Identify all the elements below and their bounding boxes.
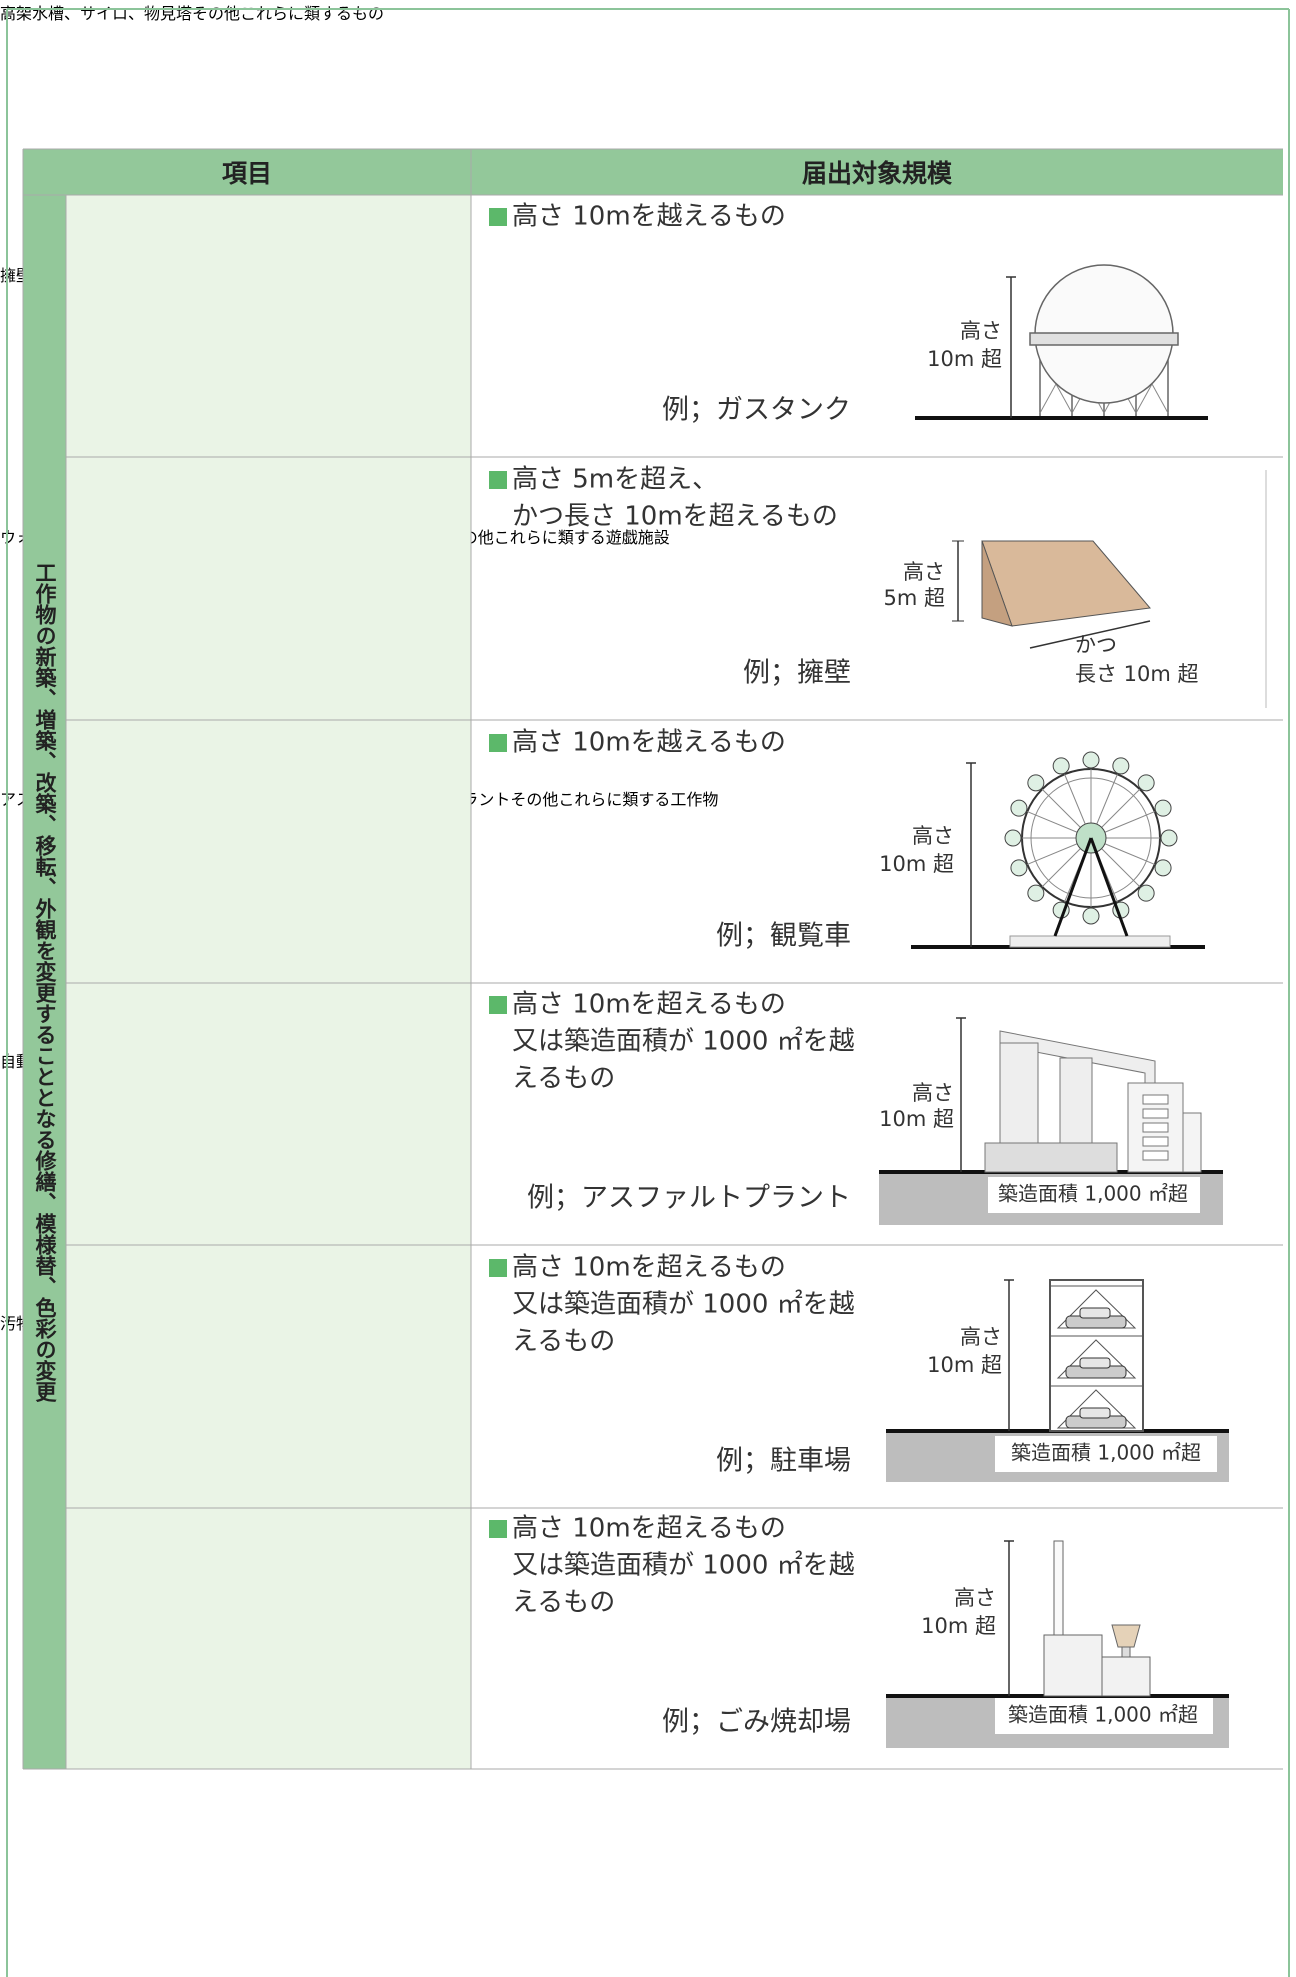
example-text: 例；アスファルトプラント (527, 1183, 851, 1214)
height-label: 10m 超 (927, 1353, 1002, 1377)
bullet-square (489, 471, 507, 489)
gondola (1160, 829, 1178, 847)
window (1142, 1108, 1169, 1119)
criteria-line: 又は築造面積が 1000 ㎡を越 (512, 1027, 855, 1057)
area-label: 築造面積 1,000 ㎡超 (1011, 1441, 1201, 1465)
criteria-line: 又は築造面積が 1000 ㎡を越 (512, 1290, 855, 1320)
height-label: 10m 超 (879, 1107, 954, 1131)
gondola (1112, 757, 1130, 775)
height-label: 10m 超 (921, 1614, 996, 1638)
car-roof (1079, 1357, 1111, 1369)
category-text: 工作物の新築、増築、改築、移転、外観を変更することとなる修繕、模様替、色彩の変更 (33, 562, 57, 1402)
gondola (1137, 884, 1155, 902)
gondola (1082, 751, 1100, 769)
gondola (1154, 799, 1172, 817)
criteria-line: 高さ 10mを超えるもの (512, 990, 786, 1020)
window (1142, 1122, 1169, 1133)
height-label: 10m 超 (927, 347, 1002, 371)
plant-base (984, 1142, 1118, 1173)
car-roof (1079, 1307, 1111, 1319)
height-label: 高さ (912, 824, 954, 848)
wall-end (981, 540, 1013, 627)
bullet-square (489, 1520, 507, 1538)
criteria-line: 高さ 10mを超えるもの (512, 1253, 786, 1283)
criteria-line: 高さ 10mを越えるもの (512, 728, 786, 758)
wheel-leg (1089, 837, 1129, 937)
car-roof (1079, 1407, 1111, 1419)
criteria-line: 又は築造面積が 1000 ㎡を越 (512, 1551, 855, 1581)
example-text: 例；擁壁 (743, 658, 851, 689)
area-label-box (995, 1698, 1213, 1734)
hopper (1111, 1624, 1141, 1648)
header-item: 項目 (221, 159, 272, 188)
area-label: 築造面積 1,000 ㎡超 (998, 1182, 1188, 1206)
criteria-line: 高さ 10mを超えるもの (512, 1514, 786, 1544)
length-label: 長さ 10m 超 (1075, 662, 1199, 686)
plant-annex (1182, 1112, 1202, 1173)
gondola (1137, 774, 1155, 792)
bullet-square (489, 734, 507, 752)
criteria-line: えるもの (512, 1588, 615, 1618)
example-text: 例；観覧車 (716, 921, 851, 952)
bullet-square (489, 996, 507, 1014)
window (1142, 1150, 1169, 1161)
plant-tower (1059, 1057, 1093, 1144)
wheel-base (1009, 935, 1171, 948)
example-text: 例；駐車場 (716, 1446, 851, 1477)
criteria-line: 高さ 10mを越えるもの (512, 202, 786, 232)
incinerator (1043, 1634, 1103, 1697)
example-text: 例；ごみ焼却場 (662, 1707, 851, 1738)
area-label-box (995, 1436, 1217, 1472)
header-scale: 届出対象規模 (801, 159, 952, 188)
window (1142, 1136, 1169, 1147)
height-label: 高さ (954, 1586, 996, 1610)
height-label: 高さ (960, 319, 1002, 343)
gondola (1027, 884, 1045, 902)
example-text: 例；ガスタンク (662, 395, 851, 426)
height-label: 10m 超 (879, 852, 954, 876)
gondola (1052, 757, 1070, 775)
category-cell: 工作物の新築、増築、改築、移転、外観を変更することとなる修繕、模様替、色彩の変更 (23, 195, 66, 1769)
gondola (1004, 829, 1022, 847)
bullet-square (489, 208, 507, 226)
bullet-square (489, 1259, 507, 1277)
length-label: かつ (1075, 633, 1117, 657)
gondola (1010, 799, 1028, 817)
length-line (1029, 620, 1151, 649)
gondola (1027, 774, 1045, 792)
wheel-leg (1053, 837, 1093, 937)
garage-frame (1049, 1279, 1144, 1432)
criteria-line: えるもの (512, 1327, 615, 1357)
height-label: 高さ (960, 1325, 1002, 1349)
area-label-box (988, 1177, 1200, 1213)
gondola (1154, 859, 1172, 877)
height-label: 5m 超 (884, 586, 946, 610)
tank-band (1029, 332, 1179, 346)
header-bg (23, 149, 1283, 195)
incinerator (1101, 1656, 1151, 1697)
hopper-stand (1121, 1646, 1131, 1658)
criteria-line: 高さ 5mを超え、 (512, 465, 718, 495)
item-bg (66, 195, 471, 1769)
area-label: 築造面積 1,000 ㎡超 (1008, 1703, 1198, 1727)
gondola (1082, 907, 1100, 925)
height-label: 高さ (903, 560, 945, 584)
criteria-line: かつ長さ 10mを超えるもの (512, 502, 838, 532)
gondola (1010, 859, 1028, 877)
category-bg (23, 195, 66, 1769)
height-label: 高さ (912, 1081, 954, 1105)
criteria-line: えるもの (512, 1064, 615, 1094)
window (1142, 1094, 1169, 1105)
plant-tower (999, 1042, 1039, 1144)
